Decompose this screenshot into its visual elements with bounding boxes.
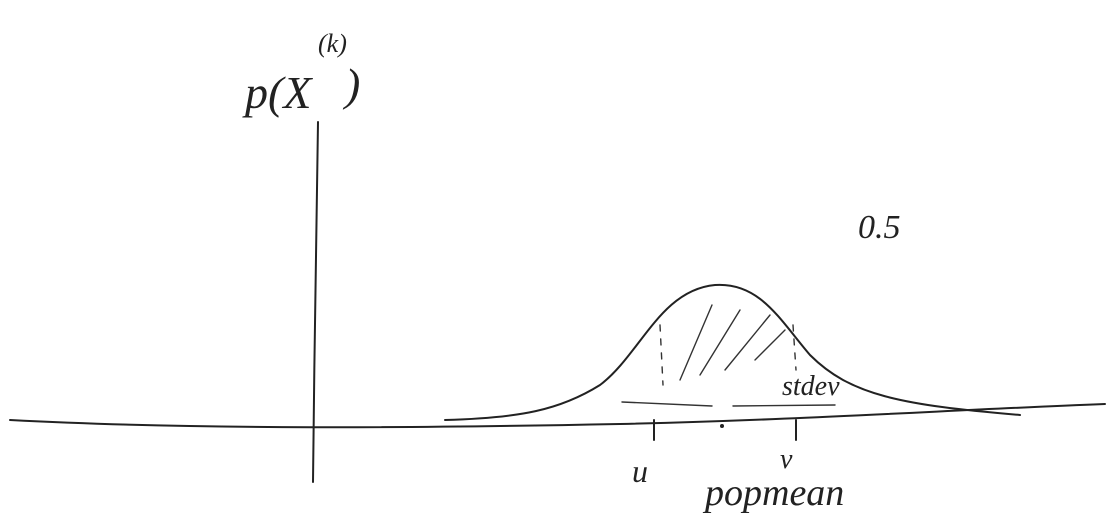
y-label: p(X [242, 67, 313, 118]
y-label-close: ) [342, 59, 360, 110]
mean-dot [720, 424, 724, 428]
hatching [680, 305, 785, 380]
bell-curve [445, 285, 1020, 420]
y-label-sup: (k) [318, 29, 347, 58]
u-label: u [632, 453, 648, 489]
popmean-label: popmean [702, 472, 844, 514]
stdev-arrow-right [733, 405, 835, 406]
left-boundary [660, 325, 663, 385]
stdev-arrow-left [622, 402, 712, 406]
right-boundary [793, 325, 796, 370]
stdev-label: stdev [782, 371, 840, 402]
sketch: p(X (k) ) 0.5 stdev u v popmean [0, 0, 1108, 525]
level-label: 0.5 [858, 209, 901, 246]
v-label: v [780, 444, 793, 475]
